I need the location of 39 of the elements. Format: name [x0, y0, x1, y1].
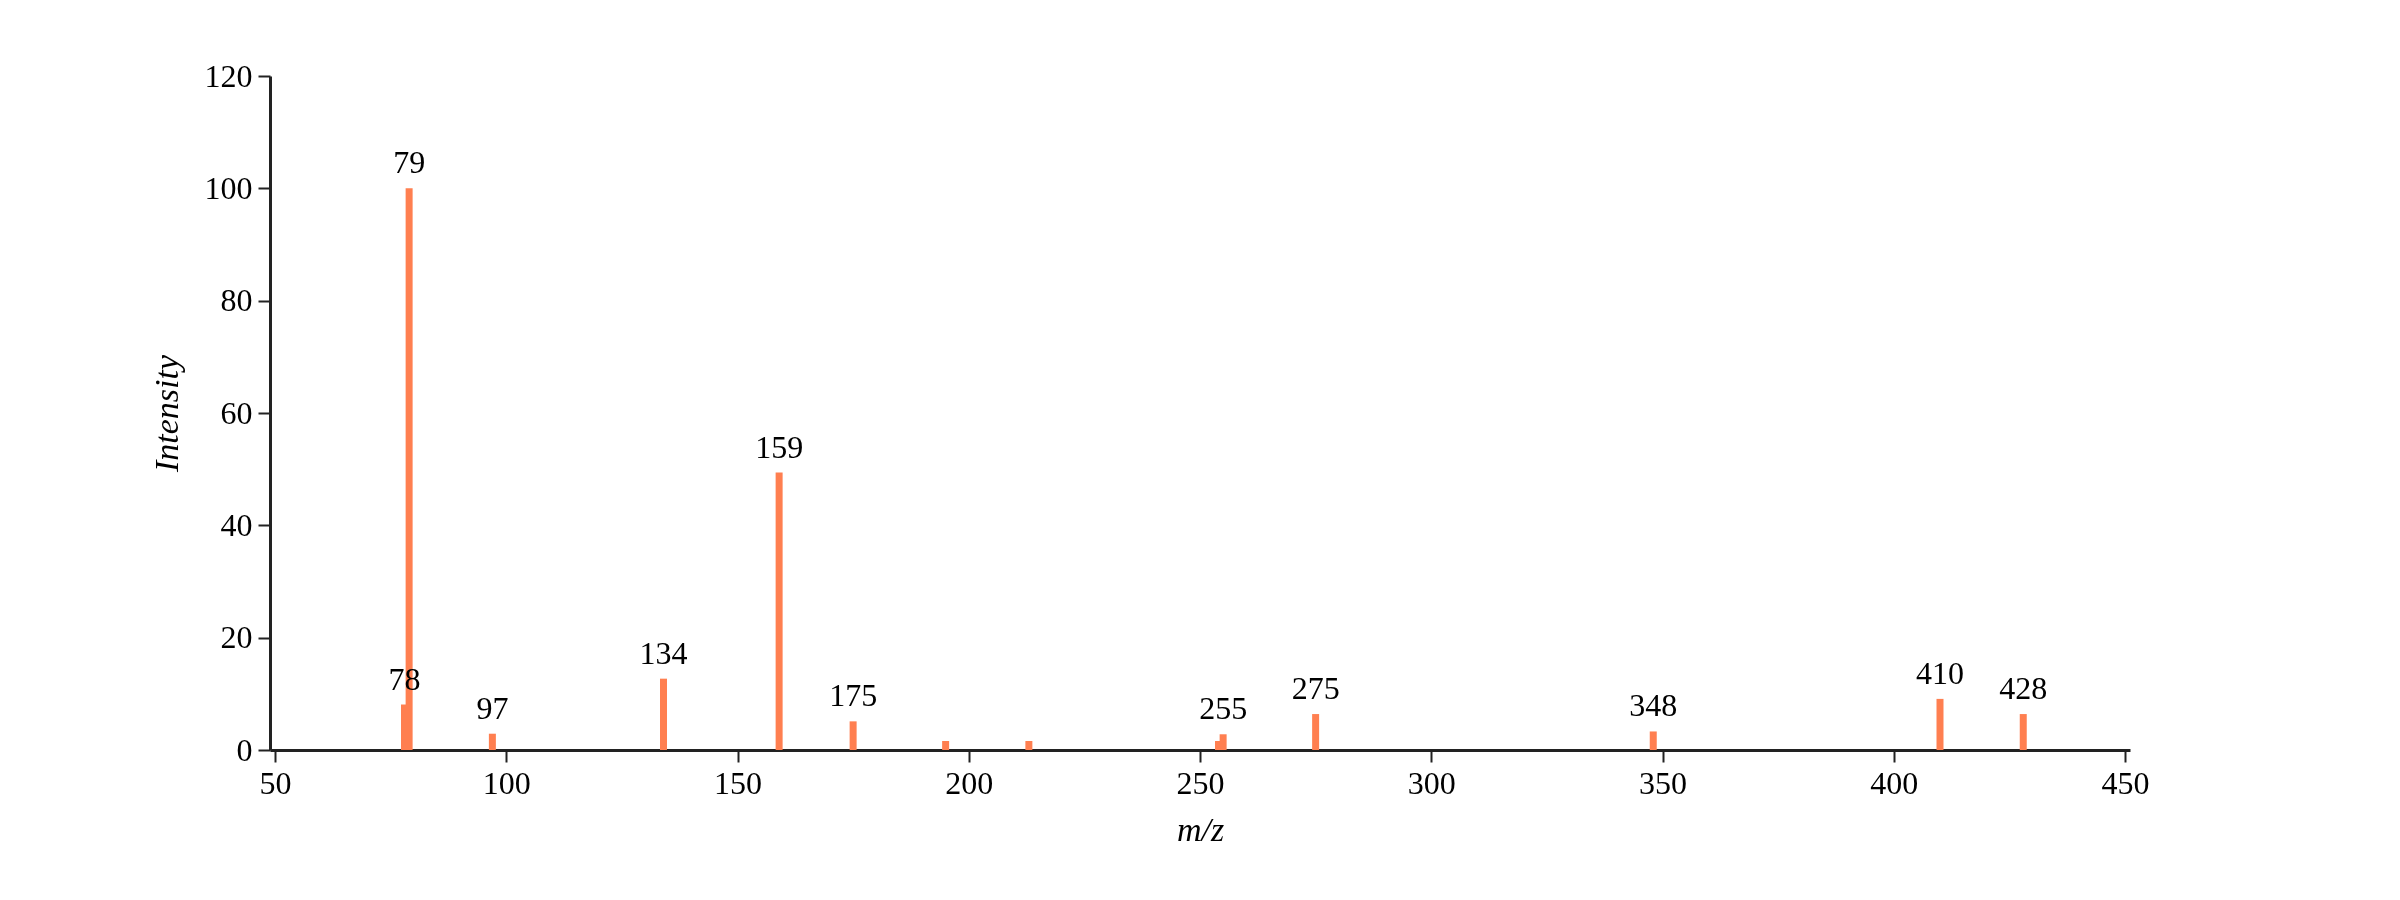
bar: [1936, 698, 1944, 750]
bar: [1649, 731, 1657, 750]
annotation: 275: [1291, 670, 1340, 707]
bar: [1312, 714, 1320, 750]
annotation: 348: [1629, 687, 1678, 724]
x-tick-label: 300: [1407, 764, 1456, 801]
bar: [488, 733, 496, 750]
bar: [1219, 734, 1227, 750]
bar: [942, 741, 950, 750]
x-tick-label: 200: [945, 764, 994, 801]
bar: [2019, 714, 2027, 750]
x-axis-title: m/z: [1176, 810, 1225, 848]
annotation: 428: [1999, 670, 2048, 707]
x-tick-label: 100: [482, 764, 531, 801]
y-tick-label: 100: [204, 169, 253, 206]
x-tick-label: 450: [2101, 764, 2150, 801]
bar: [849, 721, 857, 750]
annotation: 79: [393, 144, 426, 181]
annotation: 410: [1916, 654, 1964, 691]
x-tick-label: 150: [714, 764, 762, 801]
y-tick-label: 120: [204, 57, 253, 94]
bar: [660, 678, 667, 750]
y-tick-label: 60: [220, 394, 253, 431]
annotation: 159: [755, 428, 804, 465]
annotation: 97: [476, 689, 509, 726]
y-tick-label: 80: [220, 282, 253, 319]
annotation: 175: [829, 677, 878, 714]
y-tick-label: 20: [220, 619, 253, 656]
x-tick-label: 350: [1639, 764, 1687, 801]
y-axis-title: Intensity: [147, 354, 185, 474]
bar: [775, 472, 783, 750]
x-tick-label: 400: [1870, 764, 1919, 801]
bar: [1025, 741, 1033, 750]
y-tick-label: 0: [236, 731, 253, 768]
y-tick-label: 40: [220, 506, 253, 543]
x-tick-label: 250: [1176, 764, 1225, 801]
annotation: 255: [1199, 690, 1248, 727]
annotation: 134: [639, 634, 688, 671]
x-tick-label: 50: [259, 764, 292, 801]
